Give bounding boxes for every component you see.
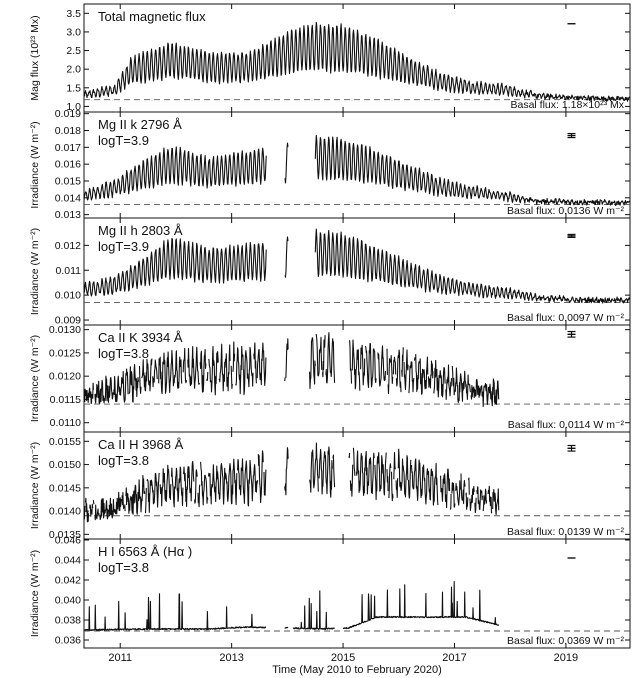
- y-tick-label: 0.0110: [50, 417, 81, 429]
- y-tick-label: 0.0135: [49, 529, 81, 541]
- y-tick-label: 0.040: [55, 595, 81, 607]
- y-tick-label: 0.046: [55, 535, 81, 547]
- panel-2: 0.013 0.014 0.015 0.016 0.017 0.018 0.019 Irrad…: [29, 108, 631, 221]
- y-tick-label: 0.044: [55, 555, 81, 567]
- series-line: [83, 580, 500, 631]
- x-tick-label: 2017: [442, 652, 466, 664]
- y-tick-label: 0.0115: [50, 394, 81, 406]
- x-tick-label: 2013: [219, 652, 243, 664]
- basal-flux-label: Basal flux: 0.0114 W m⁻²: [508, 419, 625, 431]
- y-axis-label: Mag flux (10²³ Mx): [29, 15, 41, 100]
- panel-title: Total magnetic flux: [98, 9, 206, 24]
- basal-flux-label: Basal flux: 0.0136 W m⁻²: [507, 205, 625, 217]
- panel-4: 0.0110 0.0115 0.0120 0.0125 0.0130 Irradiance…: [29, 324, 631, 433]
- y-axis-label: Irradiance (W m⁻²): [29, 550, 41, 637]
- series-line: [83, 332, 500, 408]
- y-tick-label: 0.018: [55, 125, 81, 137]
- panel-title: Ca II H 3968 Å: [98, 437, 184, 452]
- panel-subtitle: logT=3.8: [98, 346, 149, 361]
- series-line: [83, 228, 631, 304]
- y-tick-label: 0.042: [55, 575, 81, 587]
- y-tick-label: 2.5: [66, 45, 81, 57]
- y-tick-label: 3.0: [66, 26, 81, 38]
- y-tick-label: 3.5: [66, 8, 81, 20]
- series-line: [83, 21, 631, 102]
- y-axis-label: Irradiance (W m⁻²): [29, 228, 41, 315]
- y-tick-label: 0.0150: [49, 459, 81, 471]
- y-tick-label: 0.013: [55, 209, 81, 221]
- basal-flux-label: Basal flux: 0.0097 W m⁻²: [507, 312, 625, 324]
- y-tick-label: 0.0130: [49, 324, 81, 336]
- y-tick-label: 0.0155: [49, 436, 81, 448]
- y-tick-label: 0.010: [55, 290, 81, 302]
- panel-6: 0.036 0.038 0.040 0.042 0.044 0.046 2011 2013 20…: [29, 535, 631, 664]
- y-tick-label: 0.0145: [49, 482, 81, 494]
- y-axis-label: Irradiance (W m⁻²): [29, 335, 41, 422]
- y-tick-label: 0.017: [55, 142, 81, 154]
- basal-flux-label: Basal flux: 1.18×10²³ Mx: [510, 99, 624, 111]
- x-axis-label: Time (May 2010 to February 2020): [272, 664, 442, 676]
- panel-subtitle: logT=3.8: [98, 560, 149, 575]
- y-tick-label: 2.0: [66, 64, 81, 76]
- y-tick-label: 0.015: [55, 175, 81, 187]
- panel-subtitle: logT=3.9: [98, 133, 149, 148]
- y-tick-label: 0.0125: [49, 347, 81, 359]
- x-tick-label: 2019: [554, 652, 578, 664]
- basal-flux-label: Basal flux: 0.0139 W m⁻²: [507, 526, 625, 538]
- series-line: [83, 442, 500, 523]
- panel-5: 0.0135 0.0140 0.0145 0.0150 0.0155 Irradiance…: [29, 431, 631, 541]
- y-tick-label: 1.5: [66, 82, 81, 94]
- basal-flux-label: Basal flux: 0.0369 W m⁻²: [507, 635, 625, 647]
- y-tick-label: 0.0120: [49, 371, 81, 383]
- y-tick-label: 0.036: [55, 635, 81, 647]
- panel-3: 0.009 0.010 0.011 0.012 Irradiance (W m⁻²) Mg…: [29, 217, 631, 327]
- panel-1: 1.0 1.5 2.0 2.5 3.0 3.5 Mag flux (10²³ Mx) Tota…: [29, 3, 631, 113]
- y-tick-label: 0.011: [56, 265, 82, 277]
- panel-frame: [83, 538, 631, 649]
- y-tick-label: 0.012: [55, 240, 81, 252]
- y-tick-label: 1.0: [66, 101, 81, 113]
- panel-title: Ca II K 3934 Å: [98, 330, 183, 345]
- y-tick-label: 0.0140: [49, 506, 81, 518]
- panel-title: H I 6563 Å (Hα ): [98, 544, 192, 559]
- y-axis-label: Irradiance (W m⁻²): [29, 442, 41, 529]
- series-line: [83, 134, 631, 206]
- y-tick-label: 0.038: [55, 615, 81, 627]
- y-tick-label: 0.016: [55, 159, 81, 171]
- y-axis-label: Irradiance (W m⁻²): [29, 121, 41, 208]
- panel-title: Mg II k 2796 Å: [98, 117, 182, 132]
- panel-subtitle: logT=3.9: [98, 239, 149, 254]
- y-tick-label: 0.014: [55, 192, 81, 204]
- y-tick-label: 0.019: [55, 108, 81, 120]
- x-tick-label: 2011: [108, 652, 132, 664]
- panel-subtitle: logT=3.8: [98, 453, 149, 468]
- x-tick-label: 2015: [331, 652, 355, 664]
- y-tick-label: 0.009: [55, 315, 81, 327]
- panel-title: Mg II h 2803 Å: [98, 223, 183, 238]
